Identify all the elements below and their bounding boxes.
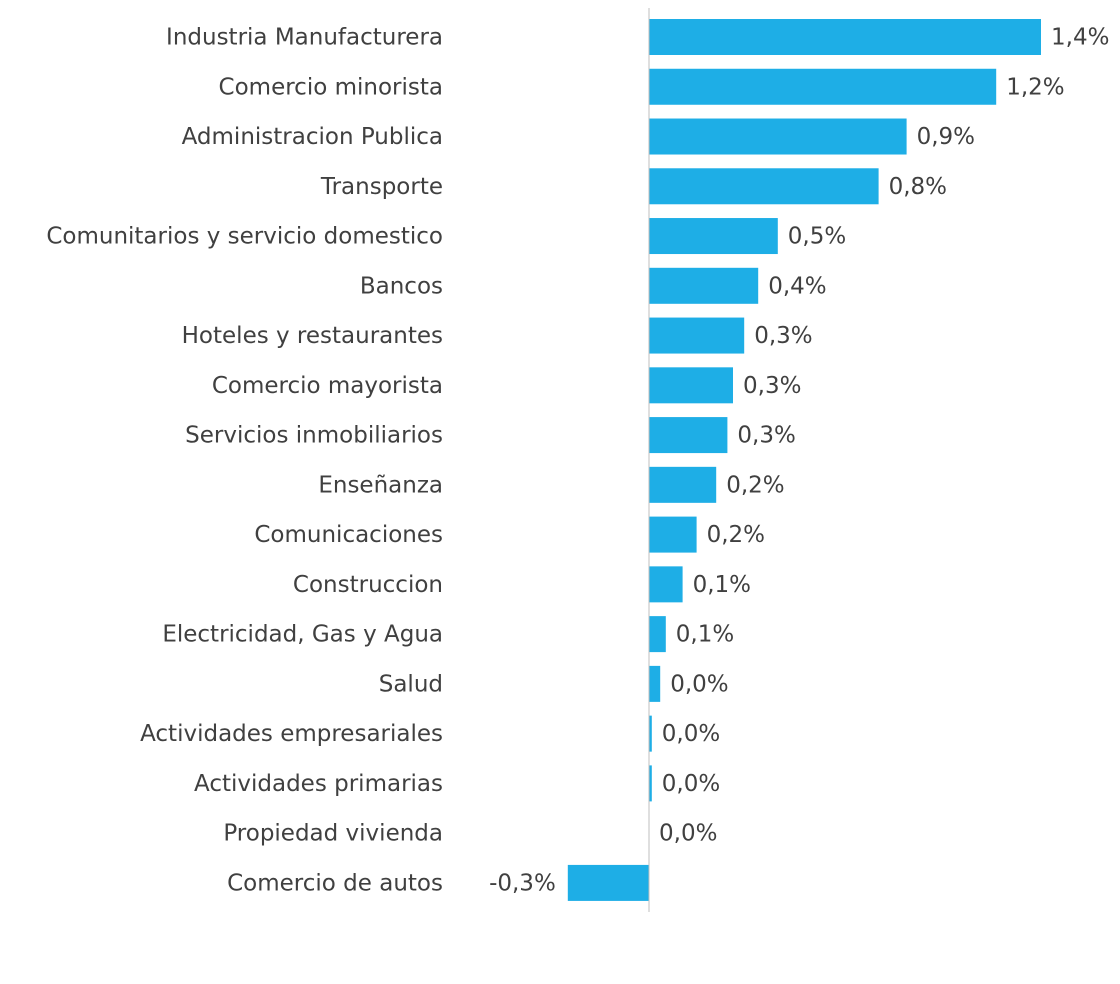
bar [649,367,733,404]
y-tick-label: Comercio de autos [227,870,443,896]
bar [649,118,907,155]
y-tick-label: Comunitarios y servicio domestico [46,224,443,250]
bar [649,68,997,105]
data-label: 0,3% [737,423,795,449]
data-label: 0,5% [788,224,846,250]
bar [649,566,683,603]
y-tick-label: Enseñanza [318,472,443,498]
bar [649,267,759,304]
data-label: 0,8% [889,174,947,200]
y-tick-label: Administracion Publica [182,124,443,150]
data-label: 0,3% [743,373,801,399]
y-tick-label: Salud [379,671,443,697]
data-label: 0,0% [662,771,720,797]
y-tick-label: Propiedad vivienda [223,821,443,847]
data-label: 1,2% [1006,74,1064,100]
bar [567,864,649,901]
data-label: 0,4% [768,273,826,299]
bar [649,616,666,653]
data-label: 0,0% [670,671,728,697]
bar [649,665,661,702]
data-label: 0,3% [754,323,812,349]
bar [649,417,728,454]
y-tick-label: Actividades primarias [194,771,443,797]
data-label: 0,2% [707,522,765,548]
bar [649,715,652,752]
y-tick-label: Bancos [360,273,443,299]
y-tick-label: Transporte [320,174,443,200]
y-tick-label: Comercio minorista [219,74,443,100]
bar [649,19,1041,55]
bar [649,466,717,503]
y-tick-label: Servicios inmobiliarios [185,423,443,449]
bar [649,516,697,553]
data-label: 0,0% [659,821,717,847]
bar [649,765,652,802]
y-tick-label: Hoteles y restaurantes [182,323,443,349]
data-label: 0,2% [726,472,784,498]
y-tick-label: Comercio mayorista [212,373,443,399]
bar [649,218,778,255]
data-label: -0,3% [489,870,556,896]
data-label: 0,1% [676,622,734,648]
data-label: 0,1% [693,572,751,598]
data-label: 0,9% [917,124,975,150]
y-tick-label: Actividades empresariales [140,721,443,747]
data-label: 1,4% [1051,25,1109,51]
y-tick-label: Electricidad, Gas y Agua [162,622,443,648]
y-tick-label: Industria Manufacturera [166,25,443,51]
bar [649,168,879,205]
y-tick-label: Construccion [293,572,443,598]
bar [649,317,745,354]
y-tick-label: Comunicaciones [254,522,443,548]
data-label: 0,0% [662,721,720,747]
